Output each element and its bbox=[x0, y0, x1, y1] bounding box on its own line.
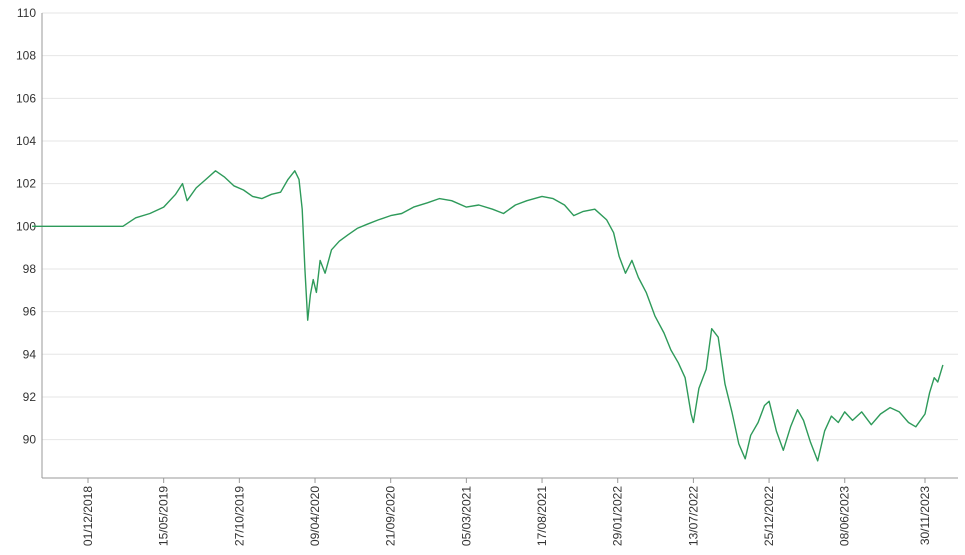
x-tick-label: 25/12/2022 bbox=[762, 486, 776, 546]
y-tick-label: 96 bbox=[23, 305, 37, 319]
y-tick-label: 108 bbox=[16, 49, 36, 63]
x-tick-label: 17/08/2021 bbox=[535, 486, 549, 546]
x-tick-label: 13/07/2022 bbox=[686, 486, 700, 546]
y-tick-label: 102 bbox=[16, 177, 36, 191]
y-axis: 90 92 94 96 98 100 102 104 106 108 110 bbox=[16, 6, 36, 447]
y-tick-label: 94 bbox=[23, 347, 37, 361]
y-tick-label: 106 bbox=[16, 91, 36, 105]
y-tick-label: 90 bbox=[23, 433, 37, 447]
x-tick-label: 05/03/2021 bbox=[459, 486, 473, 546]
x-tick-label: 30/11/2023 bbox=[918, 486, 932, 545]
x-tick-label: 21/09/2020 bbox=[384, 486, 398, 546]
x-tick-label: 01/12/2018 bbox=[81, 486, 95, 546]
grid-lines bbox=[42, 12, 958, 441]
x-tick-label: 08/06/2023 bbox=[838, 486, 852, 546]
y-tick-label: 98 bbox=[23, 262, 37, 276]
x-tick-label: 15/05/2019 bbox=[157, 486, 171, 546]
y-tick-label: 110 bbox=[17, 6, 36, 20]
x-tick-label: 27/10/2019 bbox=[232, 486, 246, 546]
y-tick-label: 104 bbox=[16, 134, 36, 148]
series-line bbox=[32, 170, 944, 462]
x-axis: 01/12/2018 15/05/2019 27/10/2019 09/04/2020… bbox=[81, 478, 932, 546]
x-tick-label: 29/01/2022 bbox=[611, 486, 625, 546]
x-tick-label: 09/04/2020 bbox=[308, 486, 322, 546]
y-tick-label: 92 bbox=[23, 390, 37, 404]
y-tick-label: 100 bbox=[16, 219, 36, 233]
